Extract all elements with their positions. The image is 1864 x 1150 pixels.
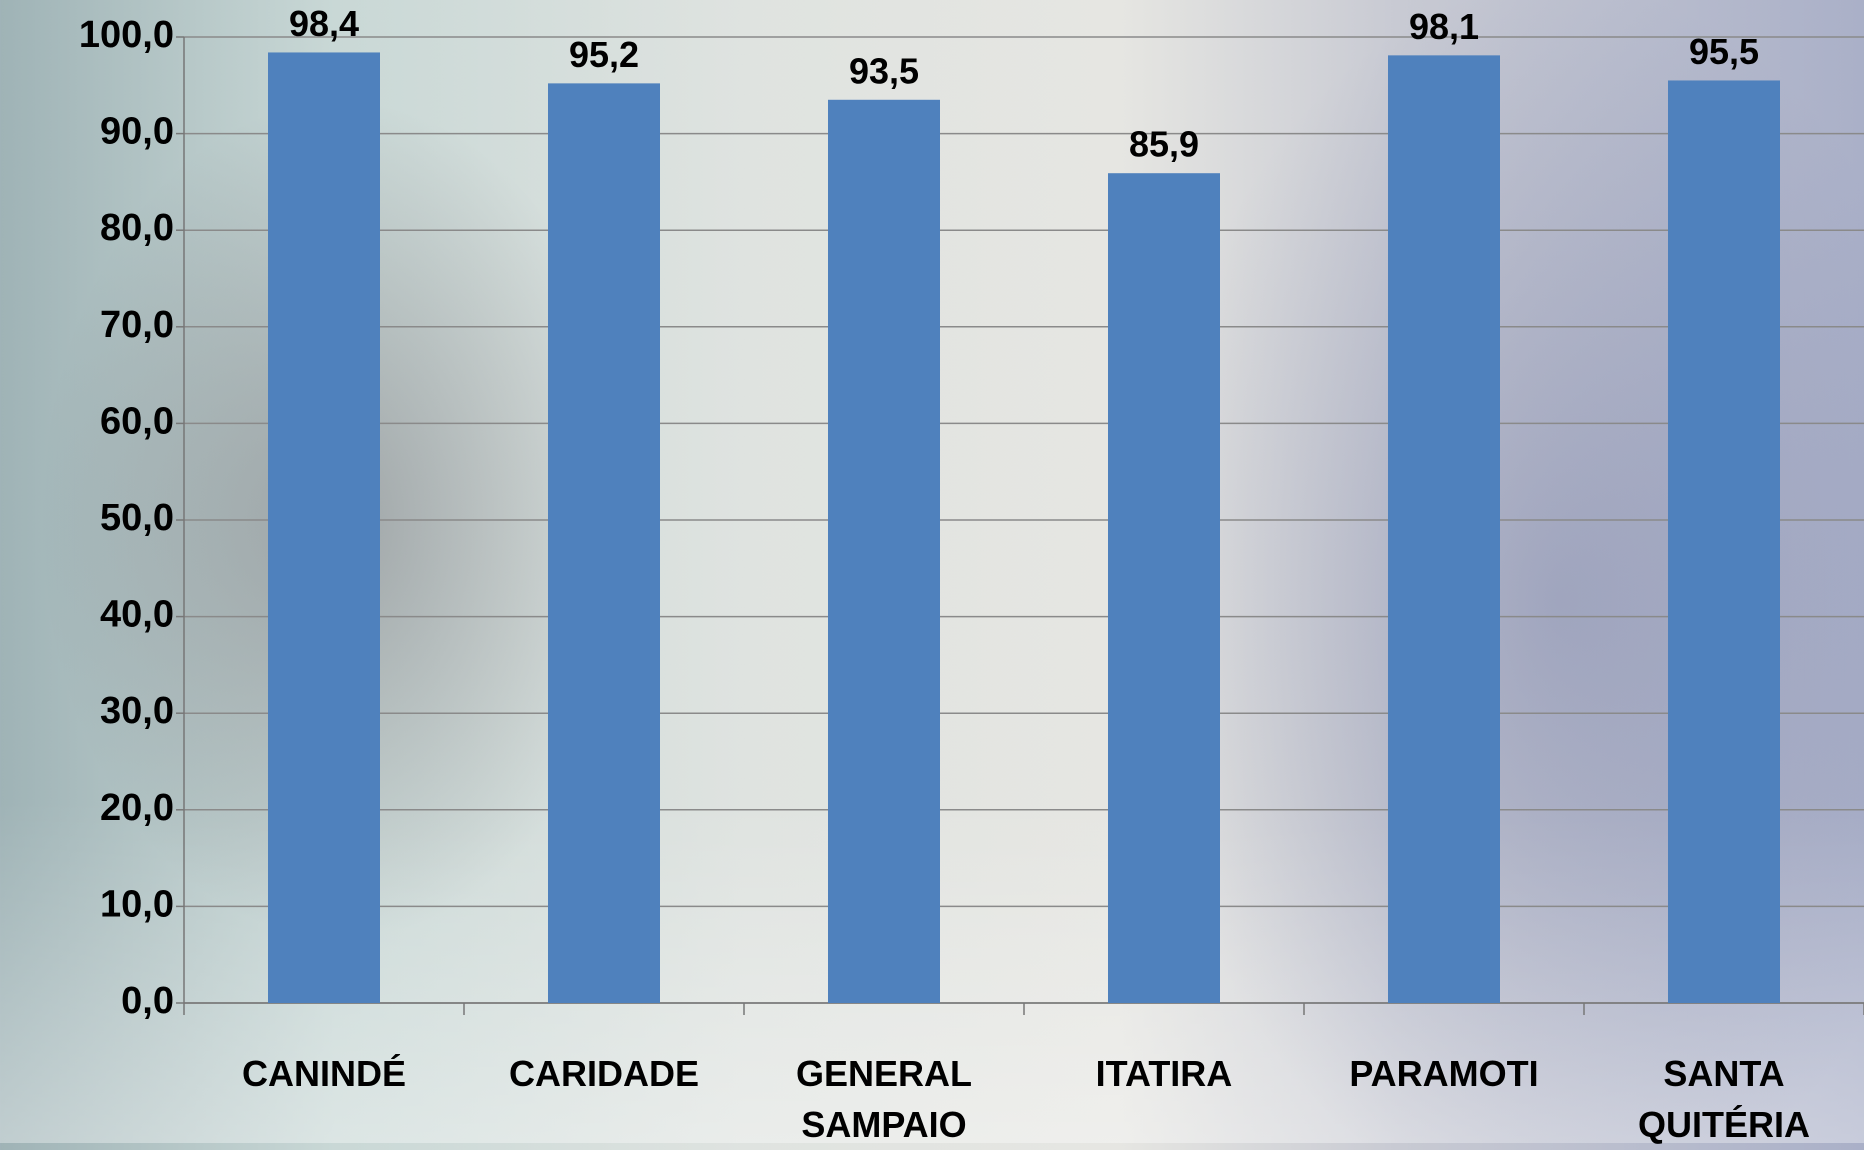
- bar: [828, 99, 940, 1004]
- y-tick-label: 10,0: [100, 883, 174, 925]
- value-label: 95,5: [1689, 31, 1759, 72]
- y-tick-label: 70,0: [100, 304, 174, 346]
- bar: [1388, 55, 1500, 1003]
- value-label: 93,5: [849, 50, 919, 91]
- bar: [1108, 173, 1220, 1003]
- y-tick-label: 90,0: [100, 111, 174, 153]
- x-tick-label: ITATIRA: [1095, 1053, 1233, 1094]
- y-tick-label: 20,0: [100, 787, 174, 829]
- y-tick-label: 40,0: [100, 594, 174, 636]
- x-tick-label: SANTA QUITÉRIA: [1637, 1053, 1810, 1145]
- value-label: 98,4: [289, 3, 359, 44]
- y-tick-label: 80,0: [100, 207, 174, 249]
- y-tick-label: 100,0: [79, 14, 174, 56]
- y-tick-label: 50,0: [100, 497, 174, 539]
- value-label: 95,2: [569, 34, 639, 75]
- y-tick-label: 30,0: [100, 690, 174, 732]
- y-tick-label: 0,0: [121, 980, 174, 1022]
- bar: [548, 83, 660, 1004]
- bar: [1668, 80, 1780, 1004]
- x-tick-label: CANINDÉ: [241, 1053, 406, 1094]
- x-tick-label: CARIDADE: [508, 1053, 699, 1094]
- value-label: 98,1: [1409, 6, 1479, 47]
- value-label: 85,9: [1129, 124, 1199, 165]
- x-tick-label: GENERAL SAMPAIO: [795, 1053, 972, 1145]
- bar: [268, 52, 380, 1004]
- x-tick-label: PARAMOTI: [1349, 1053, 1539, 1094]
- y-tick-label: 60,0: [100, 400, 174, 442]
